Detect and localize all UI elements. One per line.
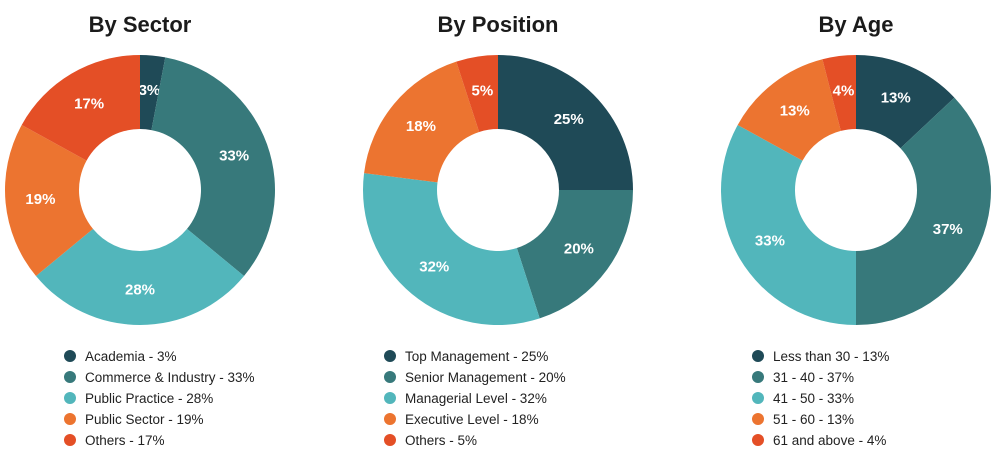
donut-slice-commerce-industry xyxy=(151,57,275,277)
legend-swatch xyxy=(64,371,76,383)
legend-item: 31 - 40 - 37% xyxy=(752,367,889,388)
donut-slice-51-60 xyxy=(737,59,841,161)
legend-by-sector: Academia - 3% Commerce & Industry - 33% … xyxy=(64,346,255,451)
chart-panel-by-sector: By Sector 3% 33% 28% 19% 17% Academia - 3% C… xyxy=(0,0,290,467)
legend-label: Commerce & Industry - 33% xyxy=(85,370,255,385)
legend-label: Public Practice - 28% xyxy=(85,391,214,406)
donut-slice-41-50 xyxy=(721,124,856,325)
donut-slice-top-management xyxy=(498,55,633,190)
slice-value-label: 33% xyxy=(755,232,785,249)
slice-value-label: 25% xyxy=(554,111,584,128)
legend-item: Managerial Level - 32% xyxy=(384,388,566,409)
legend-label: Executive Level - 18% xyxy=(405,412,539,427)
slice-value-label: 18% xyxy=(406,118,436,135)
donut-chart-by-age: 13% 37% 33% 13% 4% xyxy=(721,55,991,325)
donut-slice-public-practice xyxy=(35,228,245,326)
legend-label: Others - 17% xyxy=(85,433,165,448)
legend-swatch xyxy=(384,392,396,404)
donut-slice-less-than-30 xyxy=(856,55,955,149)
donut-slice-executive-level xyxy=(364,61,480,183)
legend-item: Less than 30 - 13% xyxy=(752,346,889,367)
chart-panel-by-position: By Position 25% 20% 32% 18% 5% Top Managemen… xyxy=(348,0,648,467)
slice-value-label: 28% xyxy=(125,282,155,299)
legend-swatch xyxy=(752,434,764,446)
slice-value-label: 20% xyxy=(564,240,594,257)
legend-item: Senior Management - 20% xyxy=(384,367,566,388)
legend-swatch xyxy=(64,413,76,425)
slice-value-label: 4% xyxy=(833,82,855,99)
donut-slice-public-sector xyxy=(5,124,93,277)
slice-value-label: 33% xyxy=(219,148,249,165)
slice-value-label: 32% xyxy=(419,259,449,276)
legend-swatch xyxy=(64,434,76,446)
legend-swatch xyxy=(384,371,396,383)
legend-label: Others - 5% xyxy=(405,433,478,448)
legend-label: Managerial Level - 32% xyxy=(405,391,547,406)
legend-swatch xyxy=(384,413,396,425)
legend-swatch xyxy=(752,371,764,383)
donut-slice-61-and-above xyxy=(822,55,856,131)
slice-value-label: 19% xyxy=(25,191,55,208)
legend-item: 61 and above - 4% xyxy=(752,430,889,451)
legend-swatch xyxy=(384,350,396,362)
legend-label: 41 - 50 - 33% xyxy=(773,391,855,406)
donut-slice-managerial-level xyxy=(363,173,540,325)
donut-slice-others xyxy=(21,55,140,161)
legend-swatch xyxy=(752,350,764,362)
legend-item: Public Sector - 19% xyxy=(64,409,255,430)
legend-item: Executive Level - 18% xyxy=(384,409,566,430)
legend-swatch xyxy=(64,392,76,404)
legend-label: Academia - 3% xyxy=(85,349,177,364)
chart-title: By Position xyxy=(437,12,559,37)
donut-slice-senior-management xyxy=(516,190,633,319)
slice-value-label: 13% xyxy=(881,90,911,107)
legend-item: Others - 5% xyxy=(384,430,566,451)
slice-value-label: 5% xyxy=(472,83,494,100)
slice-value-label: 13% xyxy=(780,102,810,119)
legend-item: 41 - 50 - 33% xyxy=(752,388,889,409)
legend-item: 51 - 60 - 13% xyxy=(752,409,889,430)
slice-value-label: 3% xyxy=(139,82,161,99)
legend-label: 31 - 40 - 37% xyxy=(773,370,855,385)
slice-value-label: 37% xyxy=(933,221,963,238)
donut-chart-by-position: 25% 20% 32% 18% 5% xyxy=(363,55,633,325)
legend-label: Top Management - 25% xyxy=(405,349,549,364)
legend-item: Commerce & Industry - 33% xyxy=(64,367,255,388)
chart-title: By Sector xyxy=(88,12,192,37)
legend-item: Others - 17% xyxy=(64,430,255,451)
legend-item: Academia - 3% xyxy=(64,346,255,367)
legend-swatch xyxy=(384,434,396,446)
legend-label: 61 and above - 4% xyxy=(773,433,887,448)
legend-by-position: Top Management - 25% Senior Management -… xyxy=(384,346,566,451)
donut-slice-academia xyxy=(140,55,166,131)
legend-label: Public Sector - 19% xyxy=(85,412,204,427)
donut-slice-31-40 xyxy=(856,97,991,325)
donut-slice-others xyxy=(456,55,498,132)
legend-swatch xyxy=(64,350,76,362)
legend-item: Top Management - 25% xyxy=(384,346,566,367)
slice-value-label: 17% xyxy=(74,95,104,112)
legend-swatch xyxy=(752,413,764,425)
chart-title: By Age xyxy=(818,12,894,37)
legend-label: 51 - 60 - 13% xyxy=(773,412,855,427)
chart-panel-by-age: By Age 13% 37% 33% 13% 4% Less than 30 - 13%… xyxy=(706,0,1000,467)
legend-label: Less than 30 - 13% xyxy=(773,349,890,364)
legend-item: Public Practice - 28% xyxy=(64,388,255,409)
legend-by-age: Less than 30 - 13% 31 - 40 - 37% 41 - 50… xyxy=(752,346,889,451)
donut-chart-by-sector: 3% 33% 28% 19% 17% xyxy=(5,55,275,326)
legend-label: Senior Management - 20% xyxy=(405,370,566,385)
legend-swatch xyxy=(752,392,764,404)
